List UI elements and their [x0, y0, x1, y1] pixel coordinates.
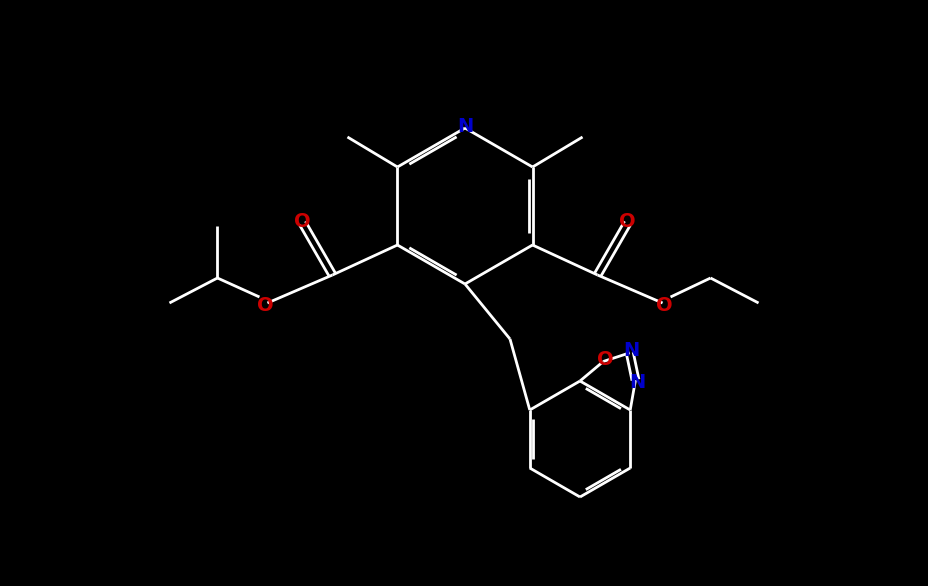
Text: O: O	[294, 212, 311, 230]
Text: N: N	[623, 341, 639, 360]
Text: O: O	[655, 295, 672, 315]
Text: N: N	[628, 373, 645, 391]
Text: O: O	[257, 295, 274, 315]
Text: N: N	[457, 117, 472, 135]
Text: O: O	[619, 212, 635, 230]
Text: O: O	[597, 350, 613, 369]
